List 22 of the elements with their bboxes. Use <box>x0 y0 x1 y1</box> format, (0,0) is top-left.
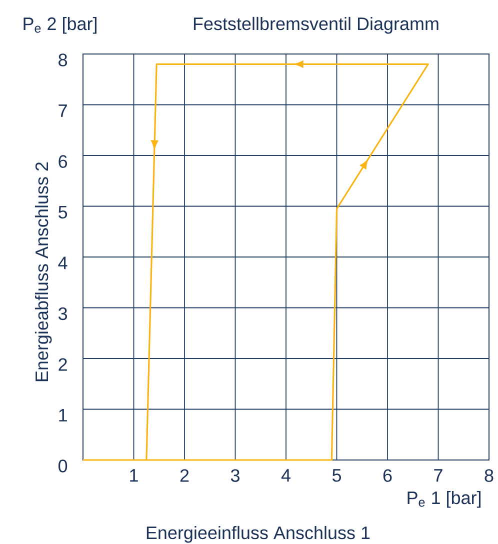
text: P$_{e}$ 2 [bar] <box>24 16 96 34</box>
x-tick-label: 5 <box>332 469 341 482</box>
y-tick-label: 7 <box>58 104 67 117</box>
x-tick-label: 1 <box>130 469 138 482</box>
y-tick-label: 8 <box>58 54 68 66</box>
y-tick-label: 5 <box>58 206 68 219</box>
chart-title: Feststellbremsventil Diagramm <box>194 16 438 34</box>
x-axis-title: Energieeinfluss Anschluss 1 <box>146 526 370 543</box>
y-tick-label: 6 <box>58 155 68 168</box>
y-tick-label: 4 <box>58 256 68 270</box>
x-tick-label: 8 <box>484 469 494 482</box>
x-tick-label: 3 <box>230 469 240 482</box>
x-tick-label: 4 <box>281 469 290 482</box>
y-tick-label: 2 <box>58 358 67 371</box>
text: P$_{e}$ 1 [bar] <box>408 490 480 508</box>
y-axis-title: Energieabfluss Anschluss 2 <box>34 162 52 382</box>
x-tick-label: 6 <box>383 469 392 482</box>
y-tick-label: 0 <box>58 460 68 472</box>
y-tick-label: 3 <box>58 307 68 320</box>
x-tick-label: 7 <box>434 469 442 482</box>
y-tick-label: 1 <box>59 409 67 422</box>
x-tick-label: 2 <box>180 469 189 482</box>
